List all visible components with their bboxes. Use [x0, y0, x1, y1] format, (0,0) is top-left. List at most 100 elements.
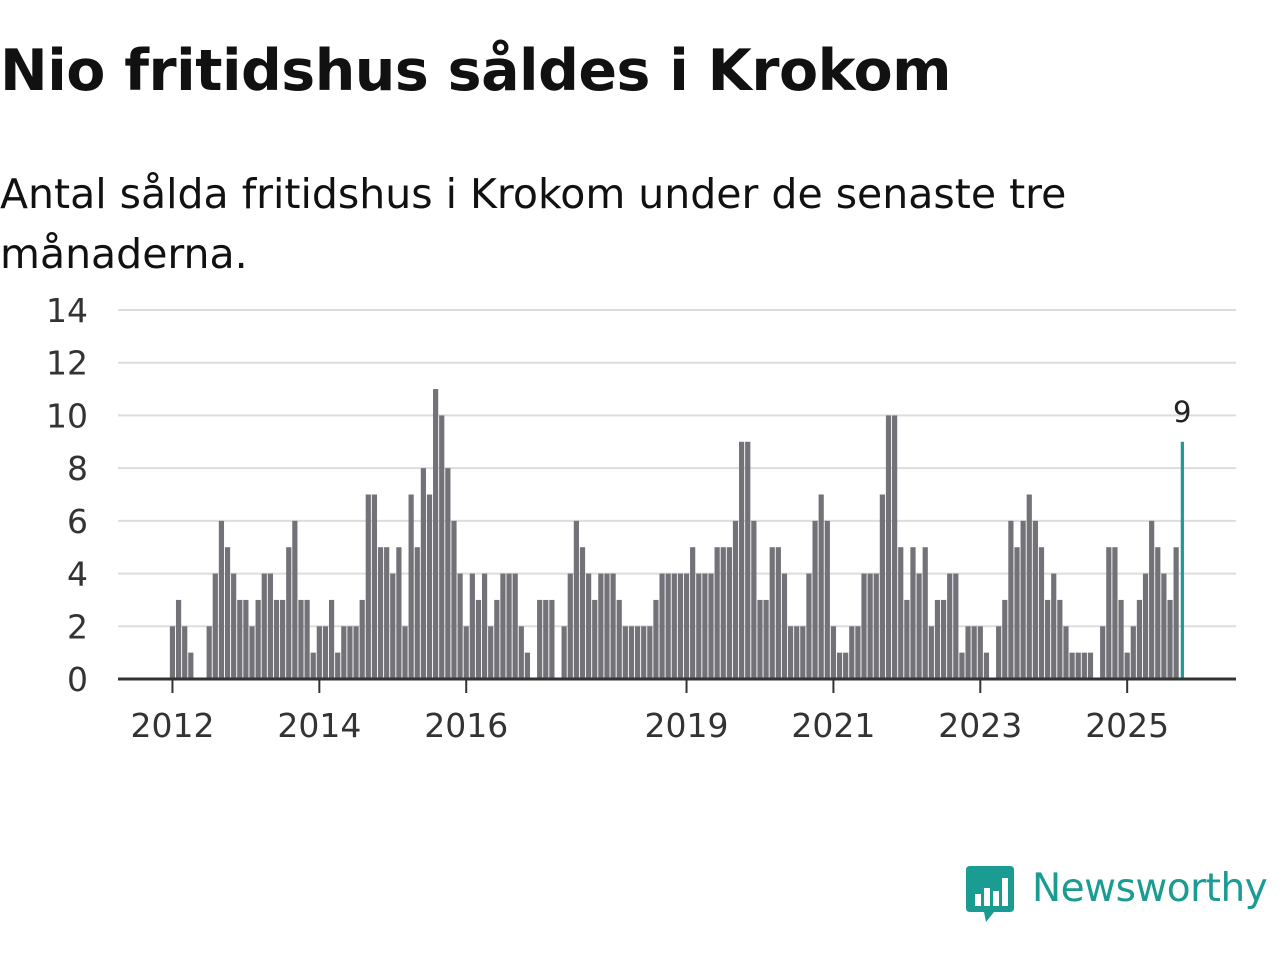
- brand-name: Newsworthy: [1032, 866, 1268, 911]
- bar: [696, 573, 702, 679]
- newsworthy-logo-icon: [966, 866, 1014, 922]
- bar: [726, 547, 732, 679]
- bar: [653, 599, 659, 679]
- bar: [402, 626, 408, 679]
- bar: [647, 626, 653, 679]
- bar: [494, 599, 500, 679]
- bar: [659, 573, 665, 679]
- brand-logo: Newsworthy: [964, 864, 1280, 928]
- bar: [224, 547, 231, 679]
- bar: [280, 599, 286, 679]
- bar: [255, 599, 261, 679]
- x-axis: [118, 677, 1236, 693]
- bar: [818, 494, 824, 679]
- bar: [861, 573, 867, 679]
- bar: [286, 547, 292, 679]
- bar: [610, 573, 616, 679]
- bar: [451, 520, 457, 679]
- bar: [390, 573, 396, 679]
- chart-title: Nio fritidshus såldes i Krokom: [0, 38, 952, 104]
- bar: [1106, 547, 1112, 679]
- y-tick-label: 2: [67, 607, 88, 646]
- bar: [812, 520, 818, 679]
- bar: [732, 520, 739, 679]
- x-tick-label: 2014: [277, 706, 361, 745]
- x-axis-labels: 2012 2014 2016 2019 2021 2023 2025: [130, 706, 1169, 745]
- bar: [549, 599, 555, 679]
- bar: [488, 626, 494, 679]
- bar: [910, 547, 916, 679]
- bar: [1130, 626, 1136, 679]
- bar: [328, 599, 335, 679]
- bar: [592, 599, 598, 679]
- bar: [586, 573, 592, 679]
- bar: [1087, 652, 1094, 679]
- bar: [231, 573, 237, 679]
- bar: [1057, 599, 1063, 679]
- y-tick-label: 6: [67, 502, 88, 541]
- bar: [745, 441, 751, 679]
- bar: [849, 626, 855, 679]
- bar: [1026, 494, 1032, 679]
- bar: [1112, 547, 1118, 679]
- bar: [463, 626, 469, 679]
- y-tick-label: 14: [46, 291, 88, 330]
- bar: [212, 573, 218, 679]
- bar: [347, 626, 353, 679]
- bar: [537, 599, 543, 679]
- bar: [1167, 599, 1173, 679]
- bar: [1100, 626, 1106, 679]
- bar: [702, 573, 708, 679]
- bar: [898, 547, 904, 679]
- bar: [543, 599, 549, 679]
- bar: [1149, 520, 1155, 679]
- y-axis-labels: 0 2 4 6 8 10 12 14: [46, 291, 88, 699]
- chart-subtitle: Antal sålda fritidshus i Krokom under de…: [0, 170, 1067, 278]
- bar: [353, 626, 359, 679]
- bar: [830, 626, 837, 679]
- bar: [206, 626, 212, 679]
- bar: [683, 573, 690, 679]
- bar: [408, 494, 414, 679]
- bar: [677, 573, 684, 679]
- bar: [965, 626, 971, 679]
- x-tick-label: 2025: [1085, 706, 1169, 745]
- bar: [481, 573, 488, 679]
- bar: [714, 547, 720, 679]
- x-tick-label: 2019: [645, 706, 729, 745]
- bar: [414, 547, 420, 679]
- gridlines: [118, 309, 1236, 628]
- bar: [175, 599, 182, 679]
- bar: [940, 599, 947, 679]
- bar: [616, 599, 622, 679]
- x-tick-label: 2021: [791, 706, 875, 745]
- bars: [169, 389, 1184, 679]
- bar: [843, 652, 849, 679]
- bar: [304, 599, 310, 679]
- bar: [310, 652, 316, 679]
- bar: [959, 652, 965, 679]
- bar: [439, 415, 445, 679]
- bar: [634, 626, 641, 679]
- bar: [188, 652, 194, 679]
- bar: [298, 599, 304, 679]
- bar: [365, 494, 371, 679]
- bar: [671, 573, 677, 679]
- bar: [475, 599, 482, 679]
- bar: [775, 547, 781, 679]
- y-tick-label: 8: [67, 449, 88, 488]
- bar: [292, 520, 298, 679]
- x-tick-label: 2023: [938, 706, 1022, 745]
- bar: [359, 599, 365, 679]
- bar: [824, 520, 830, 679]
- bar: [892, 415, 898, 679]
- bar: [243, 599, 249, 679]
- bar: [420, 468, 426, 679]
- bar: [1075, 652, 1081, 679]
- bar: [579, 547, 586, 679]
- bar: [794, 626, 800, 679]
- bar: [445, 468, 451, 679]
- bar-highlight: [1180, 441, 1184, 679]
- y-tick-label: 4: [67, 555, 88, 594]
- bar: [396, 547, 402, 679]
